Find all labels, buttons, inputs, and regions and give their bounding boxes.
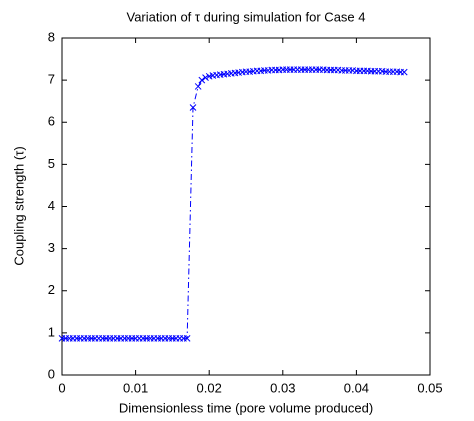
x-axis-label: Dimensionless time (pore volume produced… [119, 400, 373, 415]
chart-title: Variation of τ during simulation for Cas… [126, 9, 365, 24]
y-tick-label: 7 [48, 72, 55, 87]
x-tick-label: 0.04 [344, 380, 369, 395]
y-tick-label: 3 [48, 240, 55, 255]
y-tick-label: 6 [48, 114, 55, 129]
y-axis-label: Coupling strength (τ) [11, 146, 26, 265]
data-marker [400, 68, 408, 76]
x-tick-label: 0.02 [197, 380, 222, 395]
data-marker [194, 83, 202, 90]
x-tick-label: 0.03 [270, 380, 295, 395]
y-tick-label: 2 [48, 282, 55, 297]
y-tick-label: 8 [48, 29, 55, 44]
y-tick-label: 0 [48, 366, 55, 381]
data-marker [183, 334, 191, 342]
y-tick-label: 5 [48, 156, 55, 171]
x-tick-label: 0.05 [417, 380, 442, 395]
data-marker [189, 104, 197, 111]
x-tick-label: 0.01 [123, 380, 148, 395]
y-tick-label: 1 [48, 324, 55, 339]
y-tick-label: 4 [48, 198, 55, 213]
data-marker [202, 74, 209, 81]
data-marker [198, 76, 206, 84]
x-tick-label: 0 [58, 380, 65, 395]
